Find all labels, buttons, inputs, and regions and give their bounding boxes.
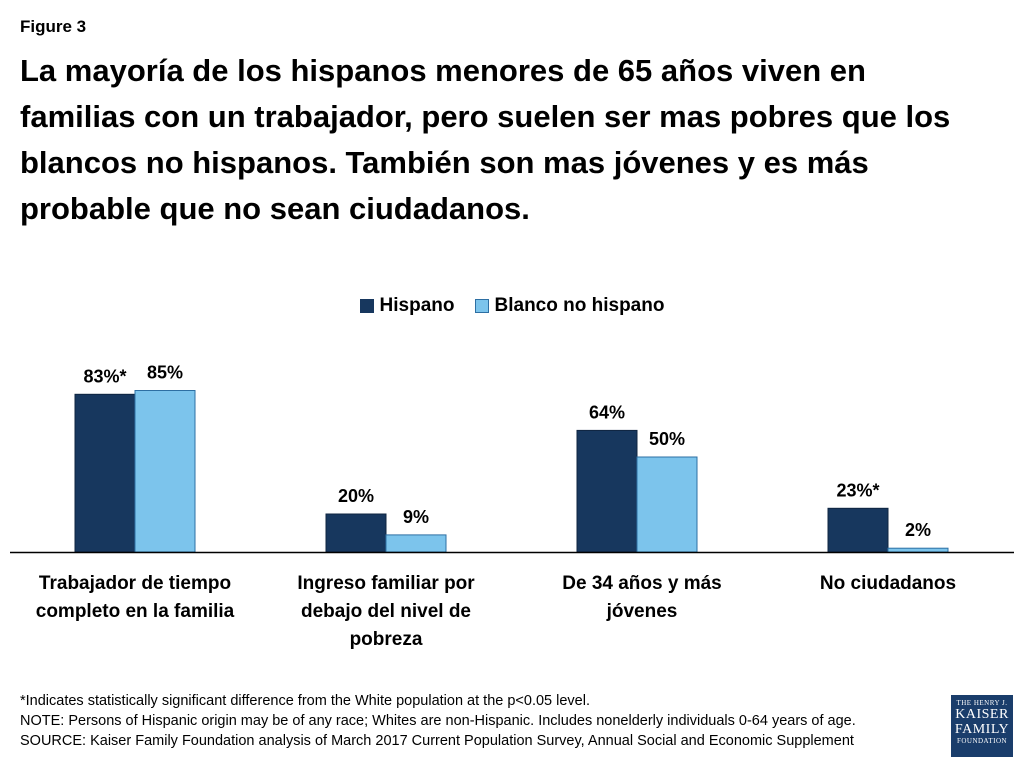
legend-swatch-hispano bbox=[359, 299, 374, 313]
data-label-hispano-2: 64% bbox=[589, 402, 625, 422]
data-label-blanco-0: 85% bbox=[147, 363, 183, 383]
bar-hispano-0 bbox=[74, 393, 136, 553]
data-label-hispano-0: 83%* bbox=[83, 366, 126, 386]
kff-logo: THE HENRY J. KAISER FAMILY FOUNDATION bbox=[951, 695, 1013, 757]
bar-blanco-1 bbox=[385, 534, 447, 553]
bar-hispano-1 bbox=[325, 513, 387, 553]
legend: Hispano Blanco no hispano bbox=[0, 295, 1024, 317]
bar-hispano-3 bbox=[827, 507, 889, 553]
bar-blanco-2 bbox=[636, 456, 698, 553]
bar-blanco-3 bbox=[887, 547, 949, 553]
footnotes: *Indicates statistically significant dif… bbox=[20, 691, 940, 751]
footnote-source: SOURCE: Kaiser Family Foundation analysi… bbox=[20, 733, 854, 749]
logo-line-2: KAISER bbox=[955, 707, 1009, 722]
category-label-2: De 34 años y más jóvenes bbox=[562, 573, 722, 622]
category-label-3: No ciudadanos bbox=[819, 573, 957, 594]
chart-title: La mayoría de los hispanos menores de 65… bbox=[20, 53, 951, 226]
footnote-significance: *Indicates statistically significant dif… bbox=[20, 693, 590, 709]
data-label-hispano-1: 20% bbox=[338, 486, 374, 506]
legend-label-blanco: Blanco no hispano bbox=[494, 295, 665, 316]
legend-item-hispano: Hispano bbox=[359, 295, 455, 317]
logo-line-3: FAMILY bbox=[954, 722, 1010, 737]
logo-line-4: FOUNDATION bbox=[956, 737, 1008, 745]
logo-line-1: THE HENRY J. bbox=[956, 699, 1008, 707]
bar-blanco-0 bbox=[134, 390, 196, 553]
legend-item-blanco: Blanco no hispano bbox=[474, 295, 665, 317]
data-label-blanco-2: 50% bbox=[649, 429, 685, 449]
bar-chart: 83%* 85% 20% 9% 64% 50% 23%* 2% bbox=[10, 363, 1014, 554]
category-label-1: Ingreso familiar por debajo del nivel de… bbox=[297, 573, 475, 650]
bar-hispano-2 bbox=[576, 429, 638, 553]
data-label-blanco-1: 9% bbox=[403, 507, 429, 527]
legend-swatch-blanco bbox=[474, 299, 489, 313]
data-label-blanco-3: 2% bbox=[905, 520, 931, 540]
category-label-0: Trabajador de tiempo completo en la fami… bbox=[35, 573, 235, 622]
data-label-hispano-3: 23%* bbox=[836, 480, 879, 500]
footnote-note: NOTE: Persons of Hispanic origin may be … bbox=[20, 713, 856, 729]
figure-label: Figure 3 bbox=[20, 17, 87, 36]
legend-label-hispano: Hispano bbox=[379, 295, 455, 316]
